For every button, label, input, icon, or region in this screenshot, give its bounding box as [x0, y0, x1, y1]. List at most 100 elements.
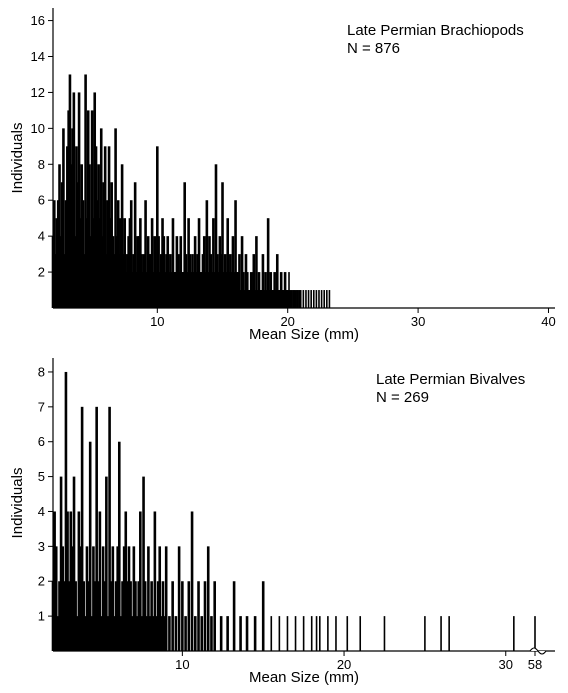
bivalve-bar — [160, 616, 163, 651]
bivalve-y-tick-label: 6 — [38, 434, 45, 449]
brachiopod-bar — [99, 128, 103, 308]
brachiopod-bar — [69, 164, 73, 308]
brachiopod-bar — [320, 290, 323, 308]
brachiopod-bar — [107, 146, 111, 308]
bivalve-bar — [80, 406, 84, 651]
bivalve-bar — [210, 616, 213, 651]
bivalve-bar — [315, 616, 318, 651]
bivalve-bar — [319, 616, 321, 651]
brachiopod-bar — [120, 164, 124, 308]
brachiopod-bar — [146, 236, 150, 308]
brachiopod-bar — [298, 290, 301, 308]
brachiopod-bar — [103, 146, 107, 308]
bivalve-bar — [88, 441, 92, 651]
bivalve-bar — [64, 371, 68, 651]
brachiopod-bar — [110, 182, 113, 308]
bivalve-bar — [200, 616, 204, 651]
bivalve-bar — [335, 616, 337, 651]
brachiopod-bar — [296, 290, 298, 308]
brachiopod-bar — [232, 272, 236, 308]
brachiopod-x-ticks: 10 20 30 40 — [150, 308, 556, 329]
bivalve-bar — [119, 616, 123, 651]
brachiopod-bar — [205, 200, 209, 308]
brachiopod-bar — [236, 272, 240, 308]
bivalve-bar — [61, 546, 64, 651]
bivalve-bar — [111, 546, 115, 651]
bivalve-bar — [219, 616, 223, 651]
bivalve-x-tick-label: 58 — [528, 657, 542, 672]
brachiopod-bar — [286, 290, 289, 308]
brachiopod-histogram-panel: 10 20 30 40 2 4 6 8 10 12 14 16 Mean Size (mm) Ind… — [9, 8, 556, 343]
brachiopod-bar — [238, 254, 241, 308]
bivalve-y-tick-label: 3 — [38, 539, 45, 554]
bivalve-bar — [261, 581, 265, 651]
brachiopod-y-tick-label: 12 — [31, 85, 45, 100]
brachiopod-bar — [261, 254, 265, 308]
brachiopod-y-tick-label: 16 — [31, 13, 45, 28]
brachiopod-bar — [206, 272, 210, 308]
brachiopod-bar — [307, 290, 310, 308]
bivalve-bar — [226, 616, 229, 651]
brachiopod-bar — [257, 272, 261, 308]
brachiopod-bar — [277, 290, 280, 308]
brachiopod-bar — [142, 254, 146, 308]
brachiopod-bar — [219, 254, 223, 308]
bivalve-bar — [286, 616, 289, 651]
bivalve-bar — [75, 616, 79, 651]
bivalve-bar — [193, 616, 197, 651]
brachiopod-bar — [323, 290, 326, 308]
brachiopod-bar — [240, 236, 244, 308]
bivalve-bar — [106, 616, 110, 651]
bivalve-bar — [113, 616, 116, 651]
bivalve-x-tick-label: 10 — [175, 657, 189, 672]
bivalve-bar — [132, 546, 136, 651]
brachiopod-bar — [209, 254, 213, 308]
bivalve-y-tick-label: 7 — [38, 399, 45, 414]
bivalve-bar — [130, 616, 134, 651]
bivalve-bar — [184, 616, 187, 651]
brachiopod-bar — [66, 146, 69, 308]
brachiopod-bar — [266, 218, 270, 308]
brachiopod-annotation-title: Late Permian Brachiopods — [347, 22, 524, 39]
brachiopod-bar — [221, 182, 224, 308]
brachiopod-bar — [132, 254, 136, 308]
bivalve-bar — [135, 616, 139, 651]
bivalve-bar — [190, 511, 194, 651]
brachiopod-bar — [133, 182, 137, 308]
brachiopod-bar — [186, 272, 189, 308]
bivalve-bar — [98, 511, 102, 651]
bivalve-bar — [54, 546, 58, 651]
brachiopod-bar — [55, 218, 59, 308]
brachiopod-bar — [79, 218, 82, 308]
bivalve-bar — [151, 616, 155, 651]
bivalve-bar — [103, 581, 107, 651]
bivalve-bar — [310, 616, 313, 651]
bivalve-bar — [513, 616, 515, 651]
bivalve-bar — [105, 476, 108, 651]
bivalve-bar — [95, 406, 98, 651]
brachiopod-bar — [93, 92, 97, 309]
brachiopod-bar — [283, 272, 287, 308]
bivalve-bar — [448, 616, 450, 651]
bivalve-bar — [114, 581, 118, 651]
brachiopod-bar — [129, 200, 133, 308]
bivalve-x-tick-label: 30 — [499, 657, 513, 672]
bivalve-bar — [63, 581, 66, 651]
brachiopod-bar — [59, 236, 63, 308]
brachiopod-bar — [82, 254, 86, 308]
bivalve-bar — [134, 581, 137, 651]
brachiopod-bar — [200, 272, 203, 308]
bivalve-bar — [534, 616, 536, 651]
brachiopod-bar — [279, 272, 283, 308]
bivalve-bar — [294, 616, 297, 651]
bivalve-bar — [139, 511, 142, 651]
bivalve-y-tick-label: 2 — [38, 574, 45, 589]
brachiopod-bar — [106, 200, 110, 308]
brachiopod-bar — [183, 182, 186, 308]
brachiopod-bar — [72, 92, 76, 309]
brachiopod-bar — [262, 290, 266, 308]
bivalve-y-tick-label: 4 — [38, 504, 45, 519]
bivalve-bar — [278, 616, 281, 651]
bivalve-bar — [142, 476, 145, 651]
